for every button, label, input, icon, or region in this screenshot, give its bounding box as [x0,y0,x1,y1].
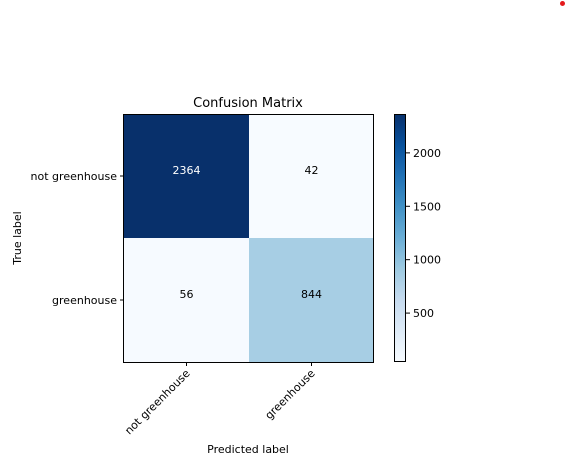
plot-frame [123,114,374,363]
cell-value-r1-c0: 56 [180,288,194,301]
matrix-cell-r0-c1 [249,114,374,238]
x-tick-label: not greenhouse [122,367,192,437]
cell-value-r0-c0: 2364 [173,164,201,177]
colorbar-frame [394,114,406,362]
colorbar [394,114,406,362]
matrix-cell-r1-c1 [249,238,374,362]
x-tick-label: greenhouse [263,367,318,422]
y-axis-ticks: not greenhouse greenhouse [31,170,124,307]
cell-value-r0-c1: 42 [305,164,319,177]
y-axis-label: True label [11,211,24,265]
colorbar-tick-label: 2000 [413,147,441,160]
x-axis-label: Predicted label [207,443,289,456]
colorbar-tick-label: 500 [413,307,434,320]
matrix-cells [124,114,374,362]
matrix-cell-r1-c0 [124,238,249,362]
y-tick-label: not greenhouse [31,170,118,183]
matrix-cell-r0-c0 [124,114,249,238]
red-dot-marker [560,1,565,6]
matrix-cell-labels: 2364 42 56 844 [173,164,323,301]
colorbar-tick-label: 1500 [413,200,441,213]
colorbar-ticks: 500 1000 1500 2000 [406,147,441,320]
chart-title: Confusion Matrix [193,96,303,111]
cell-value-r1-c1: 844 [301,288,322,301]
y-tick-label: greenhouse [52,294,117,307]
x-axis-ticks: not greenhouse greenhouse [122,362,318,437]
colorbar-tick-label: 1000 [413,254,441,267]
